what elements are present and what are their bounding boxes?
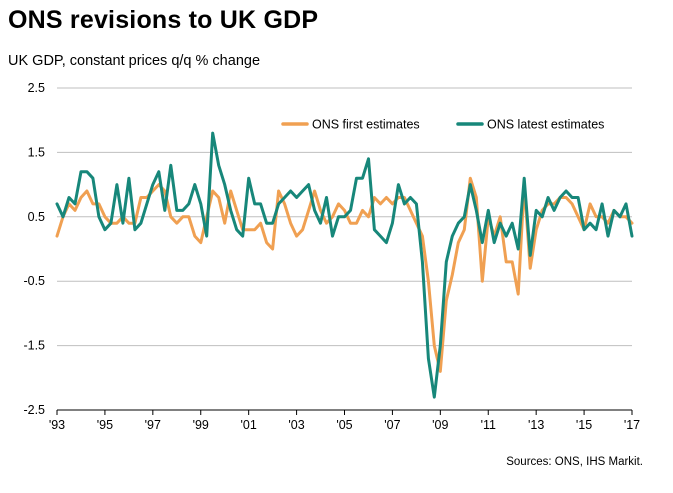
y-tick-label: -2.5 bbox=[23, 403, 45, 417]
source-note: Sources: ONS, IHS Markit. bbox=[506, 456, 643, 468]
legend-label: ONS first estimates bbox=[312, 118, 420, 132]
x-tick-label: '03 bbox=[288, 418, 304, 432]
x-tick-label: '17 bbox=[624, 418, 640, 432]
y-axis-label: UK GDP, constant prices q/q % change bbox=[8, 53, 261, 69]
x-tick-label: '01 bbox=[241, 418, 257, 432]
x-tick-label: '11 bbox=[481, 418, 496, 432]
x-tick-label: '99 bbox=[193, 418, 209, 432]
y-tick-label: -0.5 bbox=[23, 274, 45, 288]
chart-title: ONS revisions to UK GDP bbox=[8, 6, 319, 34]
x-tick-label: '97 bbox=[145, 418, 161, 432]
x-tick-label: '05 bbox=[336, 418, 352, 432]
series-first-estimates-line bbox=[55, 176, 634, 373]
x-tick-label: '13 bbox=[528, 418, 544, 432]
y-tick-label: -1.5 bbox=[23, 339, 45, 353]
legend-first-estimates: ONS first estimates bbox=[281, 118, 420, 132]
x-tick-label: '95 bbox=[97, 418, 113, 432]
legend-label: ONS latest estimates bbox=[487, 118, 604, 132]
y-tick-label: 2.5 bbox=[28, 81, 45, 95]
x-tick-label: '93 bbox=[49, 418, 65, 432]
series-latest-estimates-line bbox=[55, 131, 634, 399]
legend-latest-estimates: ONS latest estimates bbox=[456, 118, 604, 132]
y-tick-label: 1.5 bbox=[28, 145, 45, 159]
x-tick-label: '09 bbox=[432, 418, 448, 432]
y-tick-label: 0.5 bbox=[28, 210, 45, 224]
x-tick-label: '15 bbox=[576, 418, 592, 432]
x-tick-label: '07 bbox=[384, 418, 400, 432]
